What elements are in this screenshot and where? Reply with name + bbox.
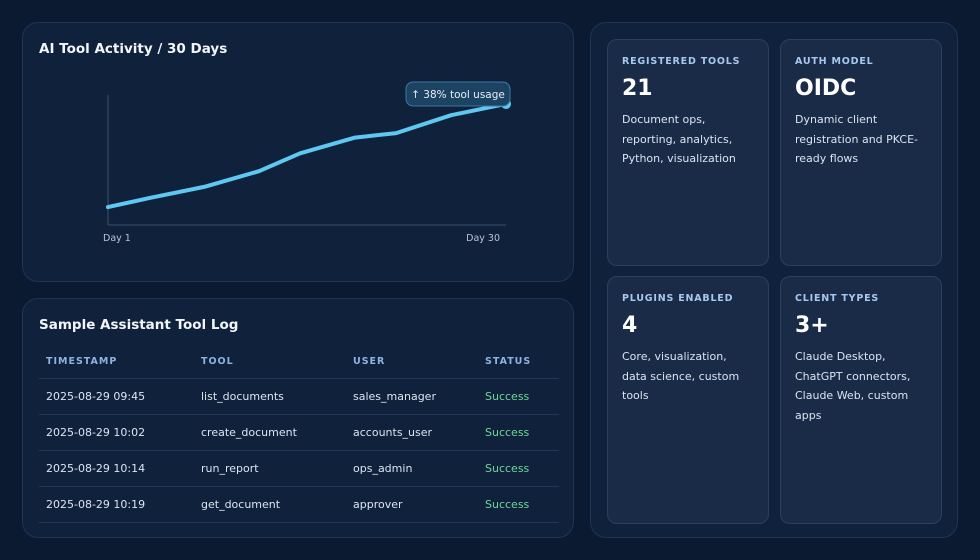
usage-callout: ↑ 38% tool usage: [405, 81, 511, 107]
tool-log-table: TIMESTAMP TOOL USER STATUS 2025-08-29 09…: [39, 345, 559, 523]
metric-card-registered-tools: REGISTERED TOOLS 21 Document ops, report…: [607, 39, 769, 266]
metric-card-client-types: CLIENT TYPES 3+ Claude Desktop, ChatGPT …: [780, 276, 942, 524]
cell-user: approver: [346, 486, 478, 523]
metric-value: 3+: [795, 313, 829, 338]
table-row: 2025-08-29 10:02 create_document account…: [39, 414, 559, 451]
usage-callout-box: [405, 81, 511, 107]
metric-description: Dynamic client registration and PKCE-rea…: [795, 113, 918, 165]
column-header-timestamp: TIMESTAMP: [39, 345, 194, 379]
usage-callout-text: ↑ 38% tool usage: [411, 89, 505, 101]
metric-description: Core, visualization, data science, custo…: [622, 350, 740, 402]
cell-user: sales_manager: [346, 378, 478, 415]
cell-status: Success: [478, 486, 559, 523]
x-tick-label-start: Day 1: [103, 233, 131, 244]
activity-line-chart: ↑ 38% tool usage Day 1 Day 30: [103, 81, 511, 244]
metric-description: Claude Desktop, ChatGPT connectors, Clau…: [795, 350, 911, 422]
cell-tool: get_document: [194, 486, 346, 523]
cell-tool: create_document: [194, 414, 346, 451]
column-header-status: STATUS: [478, 345, 559, 379]
metric-label: AUTH MODEL: [795, 56, 874, 67]
column-header-user: USER: [346, 345, 478, 379]
chart-title: AI Tool Activity / 30 Days: [39, 41, 228, 57]
table-row: 2025-08-29 09:45 list_documents sales_ma…: [39, 378, 559, 415]
metrics-panel: REGISTERED TOOLS 21 Document ops, report…: [590, 22, 958, 538]
activity-chart-panel: AI Tool Activity / 30 Days ↑ 38% tool us…: [22, 22, 574, 282]
cell-status: Success: [478, 414, 559, 451]
cell-status: Success: [478, 378, 559, 415]
metric-label: PLUGINS ENABLED: [622, 293, 734, 304]
x-tick-label-end: Day 30: [466, 233, 500, 244]
cell-timestamp: 2025-08-29 10:19: [39, 486, 194, 523]
cell-status: Success: [478, 450, 559, 487]
metric-value: OIDC: [795, 76, 857, 101]
column-header-tool: TOOL: [194, 345, 346, 379]
metric-value: 21: [622, 76, 653, 101]
cell-timestamp: 2025-08-29 10:02: [39, 414, 194, 451]
log-title: Sample Assistant Tool Log: [39, 317, 239, 333]
metric-value: 4: [622, 313, 638, 338]
cell-timestamp: 2025-08-29 10:14: [39, 450, 194, 487]
tool-log-panel: Sample Assistant Tool Log TIMESTAMP TOOL…: [22, 298, 574, 538]
metric-label: REGISTERED TOOLS: [622, 56, 741, 67]
cell-user: ops_admin: [346, 450, 478, 487]
metric-label: CLIENT TYPES: [795, 293, 880, 304]
table-row: 2025-08-29 10:14 run_report ops_admin Su…: [39, 450, 559, 487]
metric-description: Document ops, reporting, analytics, Pyth…: [622, 113, 736, 165]
cell-tool: run_report: [194, 450, 346, 487]
metric-card-auth-model: AUTH MODEL OIDC Dynamic client registrat…: [780, 39, 942, 266]
series-line: [106, 101, 508, 210]
cell-timestamp: 2025-08-29 09:45: [39, 378, 194, 415]
cell-tool: list_documents: [194, 378, 346, 415]
cell-user: accounts_user: [346, 414, 478, 451]
table-header-row: TIMESTAMP TOOL USER STATUS: [39, 345, 559, 379]
table-row: 2025-08-29 10:19 get_document approver S…: [39, 486, 559, 523]
metric-card-plugins-enabled: PLUGINS ENABLED 4 Core, visualization, d…: [607, 276, 769, 524]
